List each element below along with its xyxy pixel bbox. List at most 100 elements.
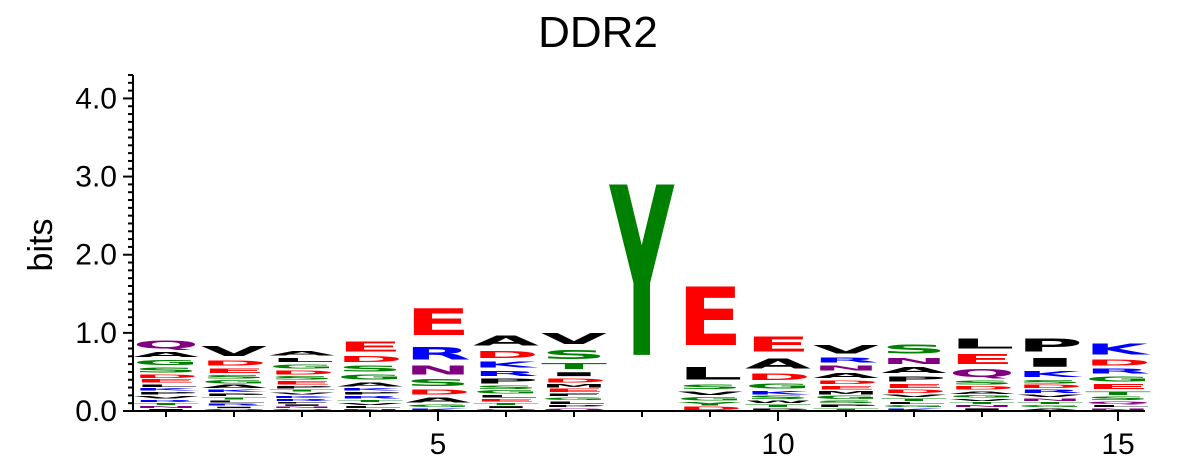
logo-letter-p-pos-14: P <box>1017 336 1083 356</box>
logo-letter-a-pos-2: A <box>201 385 267 390</box>
logo-letter-e-pos-4: E <box>337 339 403 354</box>
logo-letter-g-pos-15: G <box>1085 375 1151 383</box>
logo-letter-d-pos-7: D <box>541 378 607 384</box>
logo-letter-i-pos-2: I <box>201 406 267 408</box>
y-tick-label: 0.0 <box>75 395 117 428</box>
logo-letter-k-pos-14: K <box>1017 370 1083 379</box>
logo-letter-t-pos-1: T <box>133 402 199 405</box>
y-tick-label: 2.0 <box>75 239 117 272</box>
logo-letter-k-pos-4: K <box>337 388 403 392</box>
logo-letter-t-pos-3: T <box>269 389 335 392</box>
logo-letter-r-pos-4: R <box>337 395 403 399</box>
logo-letter-p-pos-11: P <box>813 404 879 408</box>
logo-letter-v-pos-7: V <box>541 331 608 348</box>
logo-letter-k-pos-10: K <box>745 390 811 396</box>
logo-letter-g-pos-3: G <box>269 363 335 369</box>
logo-letter-s-pos-14: S <box>1017 379 1083 384</box>
x-tick-label: 10 <box>761 428 794 461</box>
logo-letter-e-pos-5: E <box>405 301 471 344</box>
logo-letter-r-pos-14: R <box>1017 389 1083 394</box>
logo-letter-i-pos-3: I <box>269 404 335 406</box>
logo-letter-a-pos-12: A <box>881 366 947 375</box>
logo-letter-m-pos-7: M <box>541 384 607 389</box>
logo-letter-q-pos-7: Q <box>541 408 607 411</box>
logo-letter-s-pos-5: S <box>405 378 471 389</box>
logo-letter-d-pos-5: D <box>405 389 471 397</box>
logo-letter-n-pos-4: N <box>337 409 403 411</box>
logo-letter-l-pos-13: L <box>949 336 1015 352</box>
logo-letter-e-pos-12: E <box>881 383 947 389</box>
axes: 0.0 1.0 2.0 3.0 4.0 5 10 15 <box>75 74 1145 461</box>
logo-letter-r-pos-6: R <box>473 370 539 378</box>
logo-letter-d-pos-1: D <box>133 374 199 379</box>
logo-letter-y-pos-8: Y <box>609 138 675 411</box>
logo-letter-n-pos-14: N <box>1017 398 1083 402</box>
logo-letter-a-pos-11: A <box>813 372 879 380</box>
logo-letter-l-pos-12: L <box>881 402 947 405</box>
logo-letter-q-pos-15: Q <box>1085 401 1151 405</box>
logo-letter-v-pos-14: V <box>1017 394 1083 398</box>
logo-letter-l-pos-1: L <box>133 384 199 388</box>
logo-letter-e-pos-10: E <box>745 333 811 356</box>
logo-letter-s-pos-9: S <box>677 384 743 391</box>
logo-letter-g-pos-4: G <box>337 374 403 382</box>
logo-letter-k-pos-5: K <box>405 408 471 411</box>
logo-letter-p-pos-12: P <box>881 375 947 383</box>
logo-letter-d-pos-11: D <box>813 380 879 385</box>
logo-letter-l-pos-3: L <box>269 357 335 363</box>
logo-letter-t-pos-6: T <box>473 402 539 405</box>
logo-letter-s-pos-13: S <box>949 380 1015 386</box>
y-axis-label: bits <box>22 219 60 272</box>
logo-letter-g-pos-13: G <box>949 395 1015 399</box>
logo-letter-k-pos-12: K <box>881 408 947 411</box>
logo-letter-t-pos-11: T <box>813 408 879 411</box>
logo-letter-n-pos-13: N <box>949 405 1015 408</box>
logo-letter-t-pos-14: T <box>1017 402 1083 405</box>
logo-letter-g-pos-1: G <box>133 359 199 367</box>
logo-letter-g-pos-2: G <box>201 380 267 385</box>
logo-letter-g-pos-5: G <box>405 404 471 408</box>
logo-letter-p-pos-1: P <box>133 392 199 396</box>
logo-letter-p-pos-4: P <box>337 392 403 396</box>
logo-letter-d-pos-4: D <box>337 355 403 364</box>
logo-letter-l-pos-15: L <box>1085 405 1151 408</box>
logo-letter-v-pos-12: V <box>881 394 947 398</box>
logo-letter-r-pos-11: R <box>813 356 879 364</box>
logo-letter-r-pos-2: R <box>201 403 267 406</box>
logo-letter-e-pos-2: E <box>201 367 267 374</box>
logo-letter-v-pos-9: V <box>677 391 743 396</box>
logo-letter-v-pos-3: V <box>269 392 335 395</box>
logo-letter-r-pos-15: R <box>1085 367 1151 375</box>
logo-letter-k-pos-3: K <box>269 395 335 398</box>
logo-letter-r-pos-5: R <box>405 344 471 363</box>
logo-letter-n-pos-15: N <box>1085 408 1151 411</box>
logo-letter-p-pos-10: P <box>745 408 811 411</box>
logo-letter-t-pos-12: T <box>881 398 947 402</box>
logo-letter-d-pos-2: D <box>201 360 267 368</box>
logo-letter-l-pos-4: L <box>337 406 403 409</box>
logo-letter-k-pos-2: K <box>201 389 267 393</box>
logo-letter-d-pos-15: D <box>1085 358 1151 367</box>
logo-letter-p-pos-7: P <box>541 405 607 408</box>
logo-letter-e-pos-1: E <box>133 379 199 384</box>
logo-letter-f-pos-7: F <box>541 393 607 397</box>
logo-letter-g-pos-9: G <box>677 396 743 401</box>
logo-letter-a-pos-6: A <box>473 333 539 349</box>
logo-letter-t-pos-4: T <box>337 399 403 402</box>
logo-letter-l-pos-2: L <box>201 400 267 403</box>
chart-title: DDR2 <box>538 8 658 57</box>
logo-letter-s-pos-3: S <box>269 376 335 381</box>
logo-letter-e-pos-15: E <box>1085 383 1151 391</box>
logo-letter-i-pos-13: I <box>949 408 1015 411</box>
logo-letter-v-pos-1: V <box>133 395 199 399</box>
logo-letter-g-pos-6: G <box>473 390 539 395</box>
logo-letter-d-pos-3: D <box>269 370 335 376</box>
logo-letter-w-pos-10: W <box>745 400 811 404</box>
logo-letter-g-pos-10: G <box>745 382 811 390</box>
logo-letter-l-pos-9: L <box>677 364 743 383</box>
logo-letter-g-pos-12: G <box>881 405 947 408</box>
logo-letter-i-pos-14: I <box>1017 356 1083 370</box>
logo-letter-s-pos-6: S <box>473 385 539 390</box>
logo-letter-s-pos-4: S <box>337 364 403 373</box>
logo-letter-r-pos-1: R <box>133 399 199 402</box>
